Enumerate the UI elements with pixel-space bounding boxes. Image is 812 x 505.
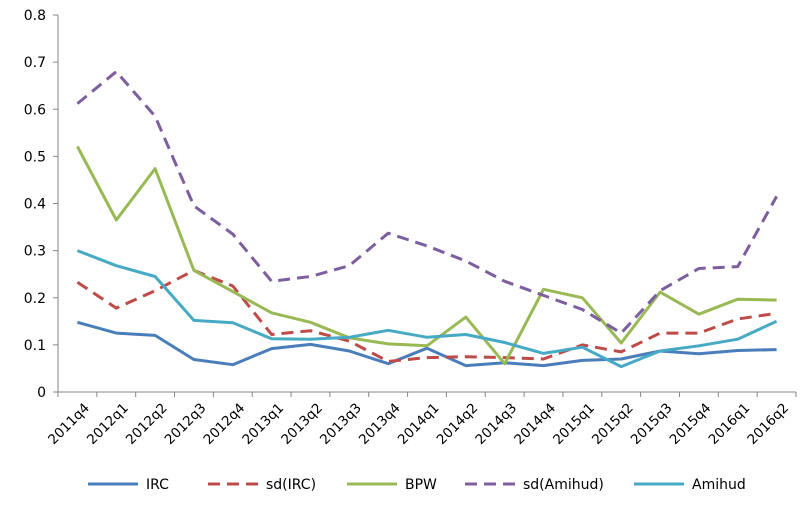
x-tick-label: 2015q3 [628, 400, 676, 448]
legend-label: sd(IRC) [266, 477, 316, 493]
y-axis: 0 0.1 0.2 0.3 0.4 0.5 0.6 0.7 0.8 [24, 8, 59, 401]
y-tick-label: 0.3 [24, 244, 46, 260]
x-tick-label: 2013q4 [356, 400, 404, 448]
x-tick-label: 2013q2 [278, 400, 326, 448]
x-tick-label: 2012q1 [84, 400, 132, 448]
x-tick-label: 2014q2 [434, 400, 482, 448]
legend: IRC sd(IRC) BPW sd(Amihud) Amihud [88, 477, 746, 493]
y-tick-label: 0.8 [24, 8, 46, 24]
y-tick-label: 0.7 [24, 55, 46, 71]
x-tick-label: 2012q4 [201, 400, 249, 448]
x-tick-label: 2015q1 [550, 400, 598, 448]
y-tick-label: 0.2 [24, 291, 46, 307]
y-tick-label: 0.5 [24, 149, 46, 165]
y-tick-label: 0.1 [24, 338, 46, 354]
x-tick-label: 2015q2 [589, 400, 637, 448]
x-tick-label: 2016q1 [706, 400, 754, 448]
x-tick-label: 2012q3 [162, 400, 210, 448]
x-axis: 2011q42012q12012q22012q32012q42013q12013… [45, 391, 797, 448]
legend-label: BPW [405, 477, 437, 493]
x-tick-label: 2014q3 [472, 400, 520, 448]
x-tick-label: 2011q4 [45, 400, 93, 448]
x-tick-label: 2015q4 [667, 400, 715, 448]
legend-label: sd(Amihud) [523, 477, 604, 493]
y-tick-label: 0.4 [24, 197, 46, 213]
series-line-sd-amihud [76, 70, 778, 335]
legend-label: Amihud [692, 477, 746, 493]
x-tick-label: 2014q1 [395, 400, 443, 448]
y-tick-label: 0.6 [24, 102, 46, 118]
plot-area [76, 70, 778, 369]
x-tick-label: 2014q4 [511, 400, 559, 448]
x-tick-label: 2016q2 [744, 400, 792, 448]
x-tick-label: 2013q1 [239, 400, 287, 448]
series-line-amihud [76, 249, 778, 369]
series-line-bpw [76, 145, 777, 366]
x-tick-label: 2012q2 [123, 400, 171, 448]
x-tick-label: 2013q3 [317, 400, 365, 448]
y-tick-label: 0 [37, 385, 46, 401]
legend-label: IRC [146, 477, 169, 493]
